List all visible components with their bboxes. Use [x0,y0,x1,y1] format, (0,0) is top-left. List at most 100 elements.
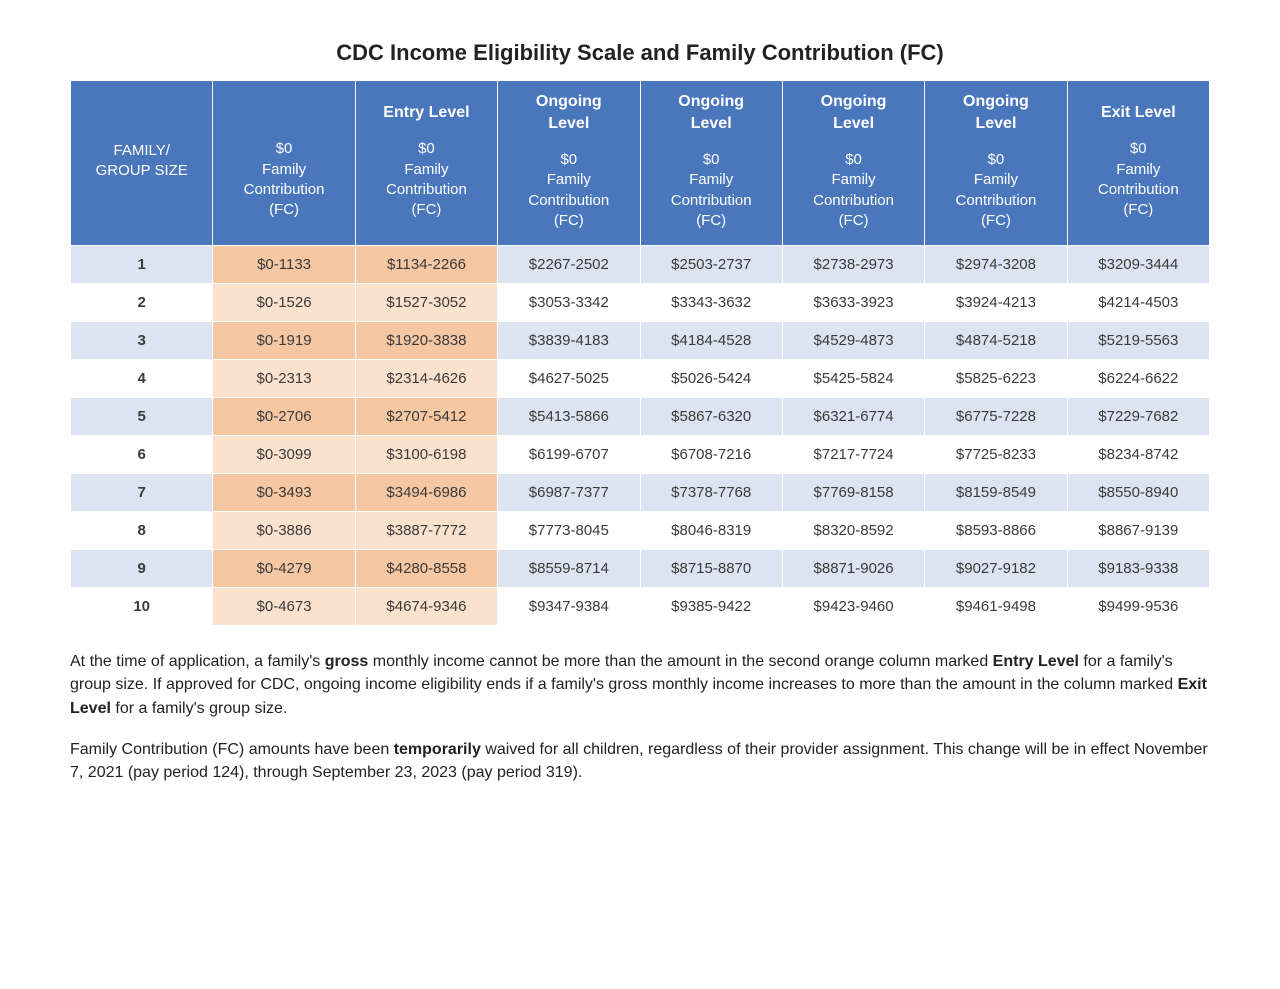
table-cell: $8234-8742 [1067,436,1209,474]
table-cell: $4627-5025 [498,360,640,398]
table-cell: $9385-9422 [640,588,782,626]
row-label: 4 [71,360,213,398]
eligibility-table: FAMILY/GROUP SIZE $0FamilyContribution(F… [70,80,1210,626]
column-header-group-size: FAMILY/GROUP SIZE [71,81,213,246]
page-title: CDC Income Eligibility Scale and Family … [70,40,1210,66]
table-cell: $5026-5424 [640,360,782,398]
table-row: 8$0-3886$3887-7772$7773-8045$8046-8319$8… [71,512,1210,550]
row-label: 9 [71,550,213,588]
table-cell: $3887-7772 [355,512,497,550]
column-header: OngoingLevel $0FamilyContribution(FC) [640,81,782,246]
column-header-top: Exit Level [1074,102,1203,124]
table-cell: $3343-3632 [640,284,782,322]
row-label: 5 [71,398,213,436]
row-label: 7 [71,474,213,512]
table-cell: $5825-6223 [925,360,1067,398]
table-cell: $6708-7216 [640,436,782,474]
table-cell: $0-2706 [213,398,355,436]
table-cell: $4214-4503 [1067,284,1209,322]
column-header: OngoingLevel $0FamilyContribution(FC) [782,81,924,246]
table-cell: $7378-7768 [640,474,782,512]
table-cell: $3100-6198 [355,436,497,474]
column-header-top: OngoingLevel [504,91,633,134]
note-paragraph: Family Contribution (FC) amounts have be… [70,738,1210,784]
table-cell: $5219-5563 [1067,322,1209,360]
table-row: 1$0-1133$1134-2266$2267-2502$2503-2737$2… [71,246,1210,284]
note-paragraph: At the time of application, a family's g… [70,650,1210,720]
column-header: OngoingLevel $0FamilyContribution(FC) [925,81,1067,246]
column-header-sub: $0FamilyContribution(FC) [362,139,491,220]
table-cell: $8593-8866 [925,512,1067,550]
table-cell: $2738-2973 [782,246,924,284]
column-header: Entry Level $0FamilyContribution(FC) [355,81,497,246]
column-header-sub: $0FamilyContribution(FC) [647,150,776,231]
table-cell: $6987-7377 [498,474,640,512]
table-cell: $6199-6707 [498,436,640,474]
table-body: 1$0-1133$1134-2266$2267-2502$2503-2737$2… [71,246,1210,626]
table-cell: $8871-9026 [782,550,924,588]
table-cell: $4184-4528 [640,322,782,360]
row-label: 6 [71,436,213,474]
table-cell: $7217-7724 [782,436,924,474]
table-cell: $1527-3052 [355,284,497,322]
table-cell: $2314-4626 [355,360,497,398]
table-header: FAMILY/GROUP SIZE $0FamilyContribution(F… [71,81,1210,246]
table-cell: $3053-3342 [498,284,640,322]
table-row: 6$0-3099$3100-6198$6199-6707$6708-7216$7… [71,436,1210,474]
row-label: 1 [71,246,213,284]
table-cell: $0-1526 [213,284,355,322]
column-header-top: OngoingLevel [789,91,918,134]
table-cell: $8867-9139 [1067,512,1209,550]
table-cell: $3839-4183 [498,322,640,360]
column-header-sub: $0FamilyContribution(FC) [219,139,348,220]
row-label: 8 [71,512,213,550]
table-cell: $9461-9498 [925,588,1067,626]
table-cell: $7725-8233 [925,436,1067,474]
column-header-sub: FAMILY/GROUP SIZE [77,141,206,182]
table-cell: $9347-9384 [498,588,640,626]
notes-section: At the time of application, a family's g… [70,650,1210,784]
table-cell: $5425-5824 [782,360,924,398]
table-cell: $0-3886 [213,512,355,550]
table-cell: $5413-5866 [498,398,640,436]
table-row: 5$0-2706$2707-5412$5413-5866$5867-6320$6… [71,398,1210,436]
table-row: 4$0-2313$2314-4626$4627-5025$5026-5424$5… [71,360,1210,398]
column-header-sub: $0FamilyContribution(FC) [931,150,1060,231]
table-cell: $2503-2737 [640,246,782,284]
column-header-top: OngoingLevel [647,91,776,134]
table-cell: $4529-4873 [782,322,924,360]
table-cell: $8559-8714 [498,550,640,588]
table-row: 10$0-4673$4674-9346$9347-9384$9385-9422$… [71,588,1210,626]
table-cell: $3494-6986 [355,474,497,512]
table-cell: $8046-8319 [640,512,782,550]
column-header-top: OngoingLevel [931,91,1060,134]
table-cell: $0-3099 [213,436,355,474]
table-cell: $3209-3444 [1067,246,1209,284]
column-header-sub: $0FamilyContribution(FC) [789,150,918,231]
table-cell: $6775-7228 [925,398,1067,436]
table-cell: $8715-8870 [640,550,782,588]
column-header: Exit Level $0FamilyContribution(FC) [1067,81,1209,246]
table-cell: $8320-8592 [782,512,924,550]
table-cell: $5867-6320 [640,398,782,436]
table-cell: $2974-3208 [925,246,1067,284]
table-cell: $8159-8549 [925,474,1067,512]
table-cell: $9027-9182 [925,550,1067,588]
table-cell: $6321-6774 [782,398,924,436]
table-cell: $2707-5412 [355,398,497,436]
column-header-top: Entry Level [362,102,491,124]
table-cell: $1134-2266 [355,246,497,284]
column-header-sub: $0FamilyContribution(FC) [1074,139,1203,220]
column-header-sub: $0FamilyContribution(FC) [504,150,633,231]
table-cell: $0-4673 [213,588,355,626]
row-label: 2 [71,284,213,322]
column-header: OngoingLevel $0FamilyContribution(FC) [498,81,640,246]
table-row: 9$0-4279$4280-8558$8559-8714$8715-8870$8… [71,550,1210,588]
table-cell: $7773-8045 [498,512,640,550]
table-cell: $9183-9338 [1067,550,1209,588]
table-cell: $9423-9460 [782,588,924,626]
table-row: 2$0-1526$1527-3052$3053-3342$3343-3632$3… [71,284,1210,322]
table-cell: $2267-2502 [498,246,640,284]
table-cell: $8550-8940 [1067,474,1209,512]
table-row: 7$0-3493$3494-6986$6987-7377$7378-7768$7… [71,474,1210,512]
